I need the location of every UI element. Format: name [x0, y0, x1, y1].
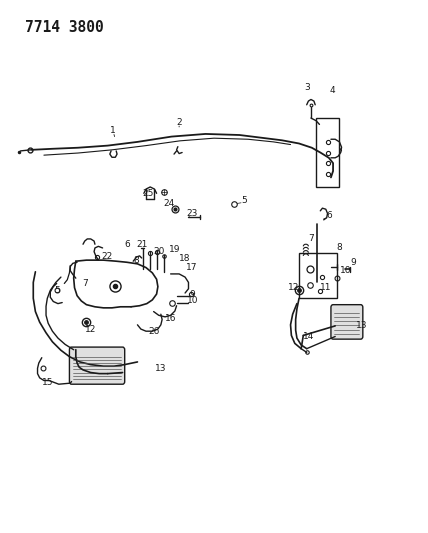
Text: 6: 6 [124, 240, 130, 249]
Text: 4: 4 [330, 86, 335, 95]
Text: 13: 13 [155, 364, 166, 373]
Text: 1: 1 [110, 126, 116, 135]
Text: 19: 19 [169, 245, 181, 254]
Text: 13: 13 [356, 321, 368, 330]
Text: 10: 10 [187, 296, 199, 305]
Bar [316, 118, 339, 187]
Text: 10: 10 [340, 266, 351, 274]
Text: 20: 20 [153, 247, 164, 256]
Text: 8: 8 [336, 243, 342, 252]
Text: 5: 5 [241, 196, 247, 205]
Text: 16: 16 [165, 314, 176, 323]
Text: 12: 12 [288, 283, 300, 292]
Text: 9: 9 [190, 289, 196, 298]
Text: 24: 24 [164, 199, 175, 208]
Text: 7: 7 [308, 235, 314, 244]
Text: 18: 18 [179, 254, 191, 263]
FancyBboxPatch shape [69, 347, 125, 384]
Text: 26: 26 [148, 327, 159, 336]
Text: 11: 11 [320, 283, 331, 292]
Text: 25: 25 [143, 189, 154, 198]
Bar [299, 253, 337, 298]
Text: 23: 23 [186, 209, 198, 218]
Text: 2: 2 [176, 118, 182, 127]
FancyBboxPatch shape [331, 305, 363, 339]
Text: 5: 5 [55, 286, 60, 295]
Text: 7: 7 [83, 279, 89, 288]
Text: 9: 9 [351, 258, 357, 266]
Text: 14: 14 [303, 332, 314, 341]
Text: 6: 6 [326, 211, 332, 220]
Text: 3: 3 [305, 83, 310, 92]
Text: 8: 8 [134, 256, 140, 265]
Text: 21: 21 [136, 240, 147, 249]
Text: 12: 12 [85, 325, 96, 334]
Text: 15: 15 [42, 377, 53, 386]
Text: 17: 17 [186, 263, 198, 272]
Text: 7714 3800: 7714 3800 [25, 20, 104, 35]
Text: 22: 22 [101, 253, 113, 262]
